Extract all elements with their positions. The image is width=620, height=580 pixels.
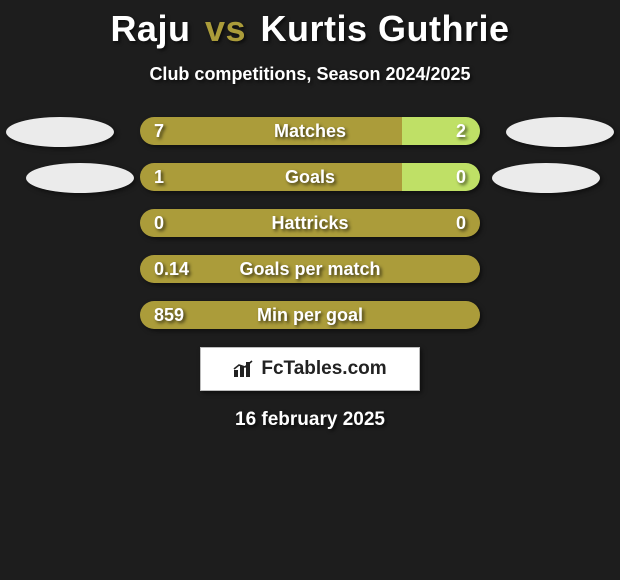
player-ellipse-right	[506, 117, 614, 147]
bar-label: Matches	[140, 117, 480, 145]
page-title: Raju vs Kurtis Guthrie	[0, 0, 620, 50]
bar-label: Goals per match	[140, 255, 480, 283]
comparison-row: 0.14Goals per match	[0, 255, 620, 283]
player-ellipse-left	[6, 117, 114, 147]
bar-wrap: 72Matches	[140, 117, 480, 145]
bar-label: Goals	[140, 163, 480, 191]
bar-chart-icon	[233, 360, 255, 378]
player-ellipse-right	[492, 163, 600, 193]
bar-wrap: 00Hattricks	[140, 209, 480, 237]
title-vs: vs	[205, 8, 246, 49]
logo-box[interactable]: FcTables.com	[200, 347, 420, 391]
comparison-row: 72Matches	[0, 117, 620, 145]
comparison-row: 10Goals	[0, 163, 620, 191]
bar-label: Hattricks	[140, 209, 480, 237]
bar-wrap: 859Min per goal	[140, 301, 480, 329]
bar-wrap: 0.14Goals per match	[140, 255, 480, 283]
comparison-row: 859Min per goal	[0, 301, 620, 329]
subtitle: Club competitions, Season 2024/2025	[0, 64, 620, 85]
bar-label: Min per goal	[140, 301, 480, 329]
comparison-row: 00Hattricks	[0, 209, 620, 237]
comparison-chart: 72Matches 10Goals 00Hattricks 0.14Goals per…	[0, 117, 620, 329]
title-player1: Raju	[110, 8, 190, 49]
logo-text: FcTables.com	[261, 358, 386, 380]
player-ellipse-left	[26, 163, 134, 193]
title-player2: Kurtis Guthrie	[261, 8, 510, 49]
bar-wrap: 10Goals	[140, 163, 480, 191]
date-label: 16 february 2025	[0, 409, 620, 431]
